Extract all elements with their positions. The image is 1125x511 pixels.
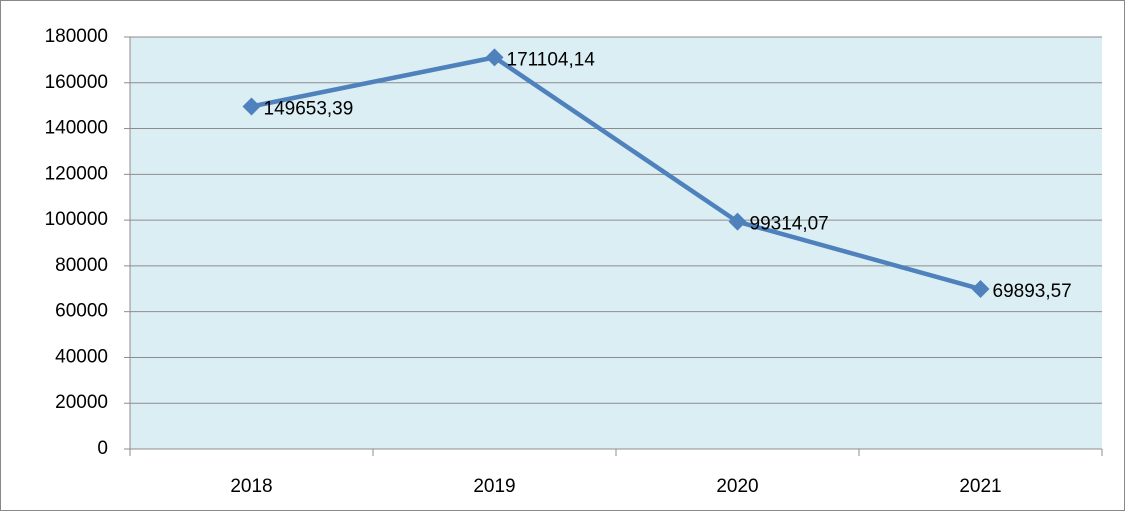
point-marker [971, 280, 990, 299]
y-tick-label: 60000 [55, 301, 108, 322]
data-label: 171104,14 [507, 49, 596, 70]
data-label: 69893,57 [993, 281, 1072, 302]
plot-area [130, 37, 1102, 449]
x-tick-label: 2018 [230, 476, 272, 497]
y-tick-label: 0 [97, 438, 108, 459]
point-marker [485, 48, 504, 67]
y-tick-label: 180000 [45, 26, 108, 47]
y-tick-label: 80000 [55, 255, 108, 276]
data-label: 149653,39 [264, 98, 354, 119]
x-tick-label: 2021 [959, 476, 1001, 497]
y-tick-label: 100000 [45, 209, 108, 230]
y-tick-label: 40000 [55, 346, 108, 367]
series-line [251, 55, 982, 292]
y-tick-label: 140000 [45, 118, 108, 139]
x-tick-label: 2019 [473, 476, 515, 497]
y-tick-label: 160000 [45, 72, 108, 93]
point-marker [242, 97, 261, 116]
x-tick-label: 2020 [716, 476, 758, 497]
y-tick-label: 20000 [55, 392, 108, 413]
point-marker [728, 212, 747, 231]
y-tick-label: 120000 [45, 163, 108, 184]
data-label: 99314,07 [750, 214, 829, 235]
